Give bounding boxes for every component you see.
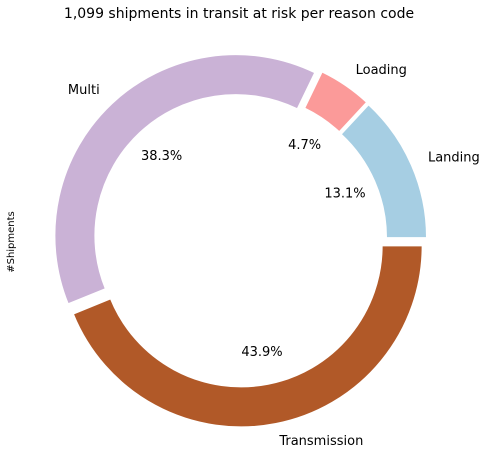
slice-landing: [340, 104, 428, 239]
slice-label-multi: Multi: [68, 83, 100, 98]
slice-label-loading: Loading: [356, 63, 407, 78]
slice-loading: [304, 71, 368, 133]
slice-label-landing: Landing: [428, 150, 480, 165]
pct-label-landing: 13.1%: [324, 187, 365, 202]
labels-group: Landing 13.1% Loading 4.7% Multi 38.3% Transmi…: [68, 63, 480, 449]
slice-label-transmission: Transmission: [278, 434, 363, 449]
slice-multi: [54, 54, 316, 305]
pct-label-loading: 4.7%: [288, 138, 321, 153]
slice-transmission: [72, 245, 423, 428]
pct-label-transmission: 43.9%: [241, 345, 282, 360]
slices-group: [54, 54, 428, 428]
y-axis-label: #Shipments: [6, 211, 17, 273]
chart-title: 1,099 shipments in transit at risk per r…: [64, 6, 414, 22]
pct-label-multi: 38.3%: [141, 149, 182, 164]
